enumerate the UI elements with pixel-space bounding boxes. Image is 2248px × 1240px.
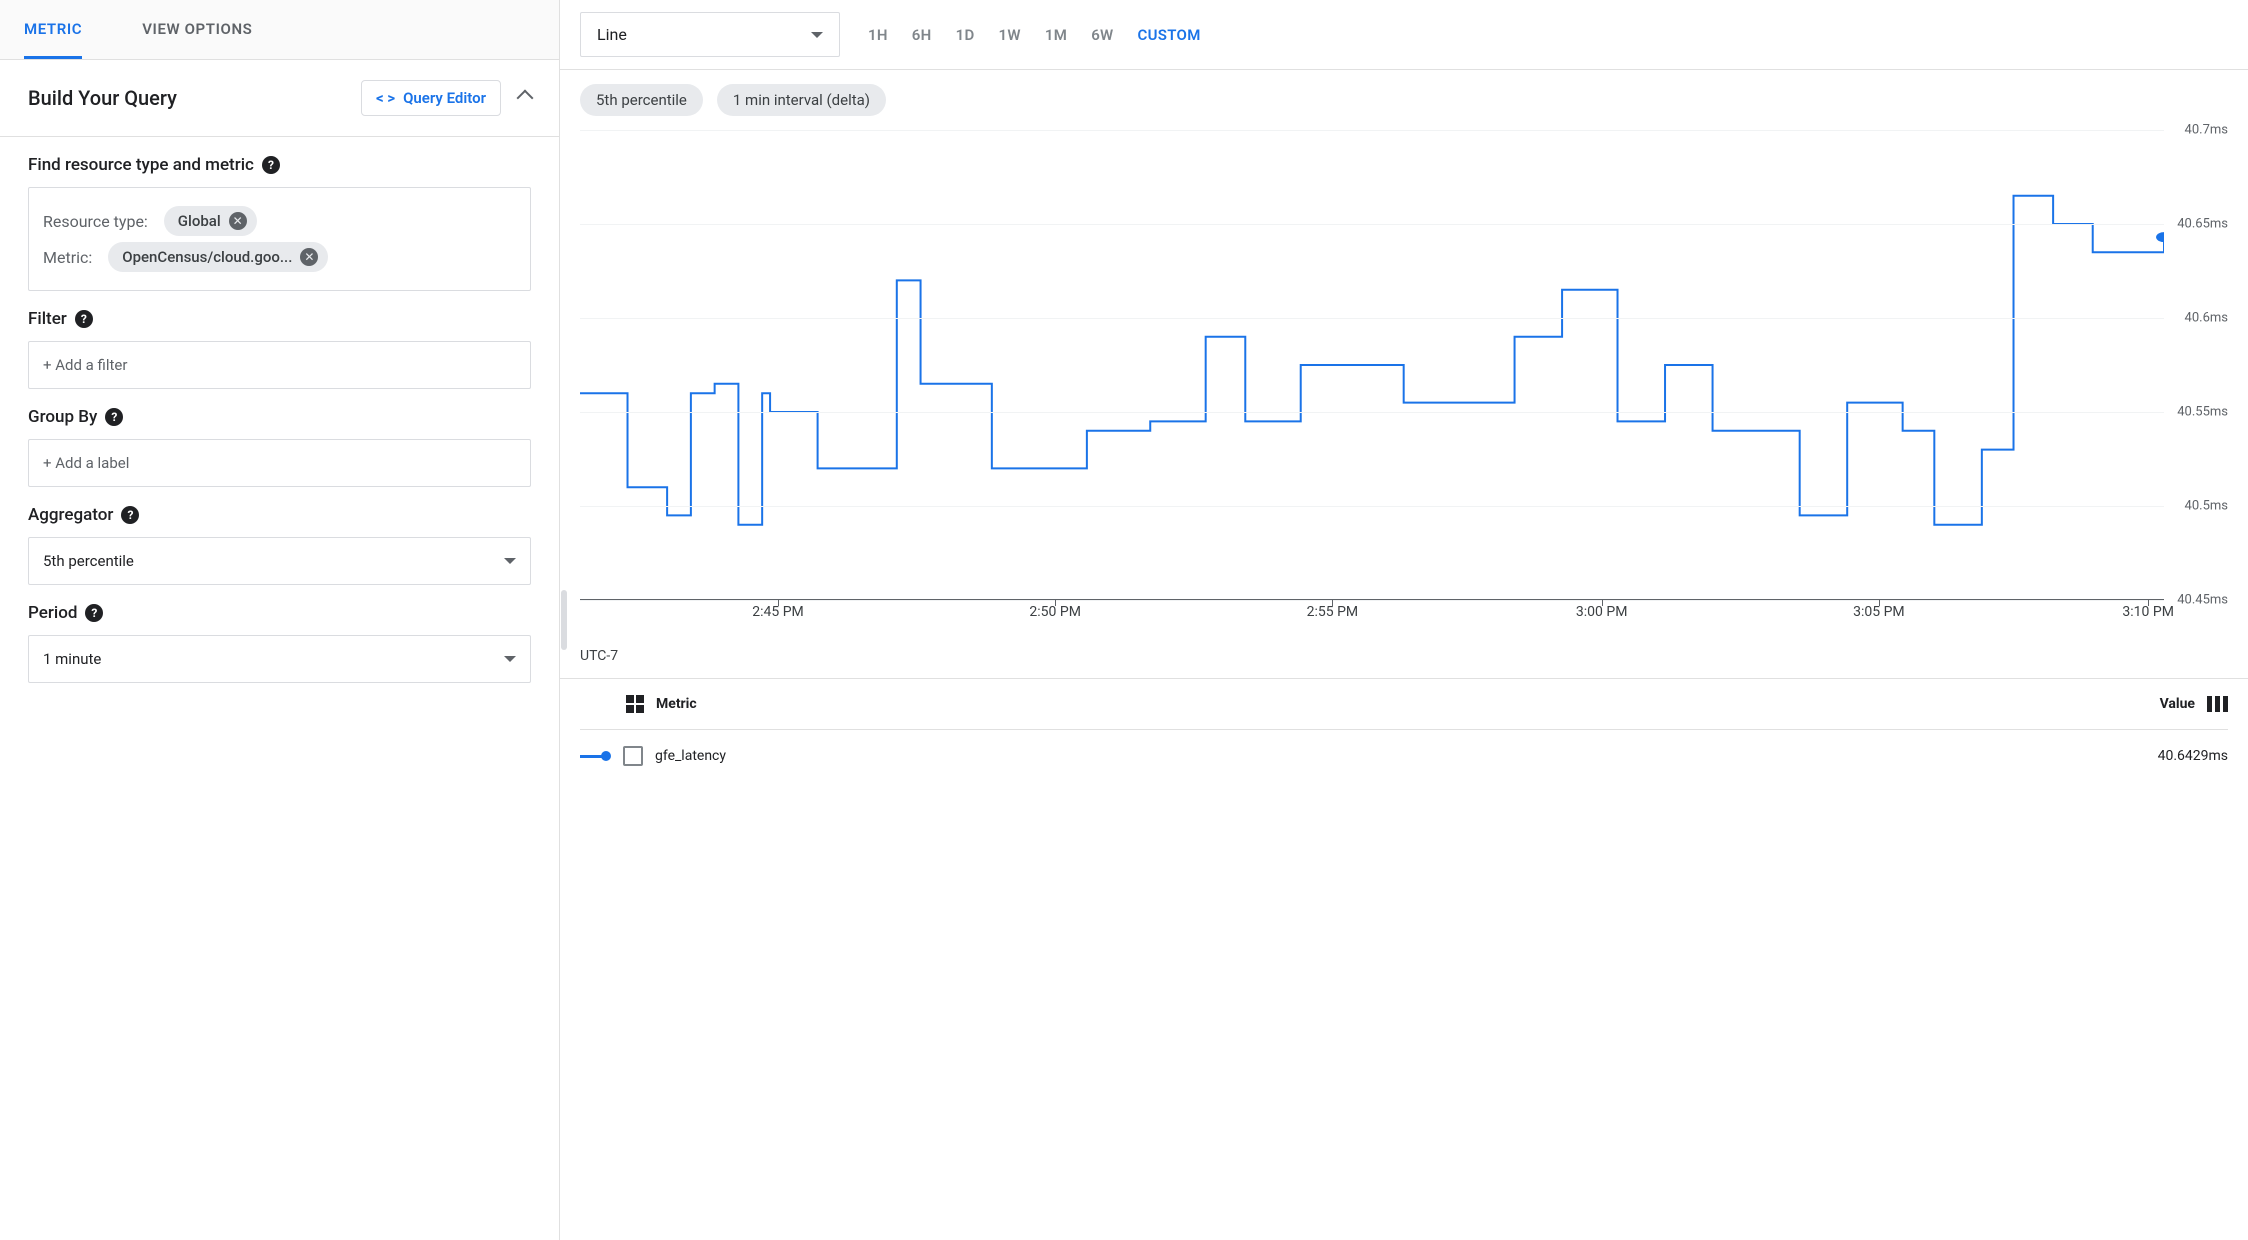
y-tick-label: 40.6ms (2185, 311, 2228, 326)
code-icon: < > (376, 89, 395, 107)
aggregator-value: 5th percentile (43, 552, 134, 570)
caret-down-icon (811, 32, 823, 38)
time-range-6w[interactable]: 6W (1091, 26, 1113, 44)
x-tick-label: 2:45 PM (752, 604, 804, 664)
x-tick-label: 3:05 PM (1853, 604, 1905, 664)
tz-label: UTC-7 (580, 648, 618, 664)
aggregator-label: Aggregator (28, 505, 113, 525)
time-range-1d[interactable]: 1D (956, 26, 975, 44)
period-label: Period (28, 603, 77, 623)
chart-stage[interactable]: 40.45ms40.5ms40.55ms40.6ms40.65ms40.7ms (580, 130, 2228, 600)
metric-label: Metric: (43, 248, 92, 267)
series-value: 40.6429ms (2098, 748, 2228, 764)
tab-metric[interactable]: METRIC (24, 0, 82, 59)
gridline (580, 318, 2164, 319)
resource-type-chip[interactable]: Global ✕ (164, 206, 257, 236)
filter-label: Filter (28, 309, 67, 329)
help-icon[interactable]: ? (75, 310, 93, 328)
caret-down-icon (504, 656, 516, 662)
find-metric-label: Find resource type and metric (28, 155, 254, 175)
legend-layout-icon[interactable] (626, 695, 644, 713)
help-icon[interactable]: ? (85, 604, 103, 622)
gridline (580, 412, 2164, 413)
find-metric-section: Find resource type and metric ? Resource… (0, 137, 559, 707)
query-editor-button[interactable]: < > Query Editor (361, 80, 501, 116)
gridline (580, 506, 2164, 507)
time-range-6h[interactable]: 6H (912, 26, 932, 44)
y-tick-label: 40.65ms (2177, 217, 2228, 232)
time-range-custom[interactable]: CUSTOM (1138, 26, 1201, 44)
series-name: gfe_latency (655, 748, 726, 764)
resource-type-value: Global (178, 212, 221, 230)
chart-type-value: Line (597, 25, 627, 44)
collapse-icon[interactable] (517, 90, 534, 107)
y-tick-label: 40.5ms (2185, 499, 2228, 514)
legend-header-metric: Metric (656, 696, 697, 712)
chart-toolbar: Line 1H 6H 1D 1W 1M 6W CUSTOM (560, 0, 2248, 70)
remove-metric-icon[interactable]: ✕ (300, 248, 318, 266)
filter-input[interactable]: + Add a filter (28, 341, 531, 389)
legend-header-value: Value (2160, 696, 2195, 712)
right-panel: Line 1H 6H 1D 1W 1M 6W CUSTOM 5th percentile 1 … (560, 0, 2248, 1240)
x-tick-label: 2:50 PM (1029, 604, 1081, 664)
x-tick-label: 3:00 PM (1576, 604, 1628, 664)
gridline (580, 130, 2164, 131)
time-ranges: 1H 6H 1D 1W 1M 6W CUSTOM (868, 26, 1201, 44)
query-editor-label: Query Editor (403, 89, 486, 107)
legend-row[interactable]: gfe_latency 40.6429ms (580, 730, 2228, 782)
chart-svg (580, 130, 2164, 600)
chart-type-select[interactable]: Line (580, 12, 840, 57)
chart-area: 40.45ms40.5ms40.55ms40.6ms40.65ms40.7ms … (560, 120, 2248, 642)
chart-pill: 1 min interval (delta) (717, 84, 886, 116)
build-title: Build Your Query (28, 86, 177, 110)
time-range-1w[interactable]: 1W (999, 26, 1021, 44)
chart-pills: 5th percentile 1 min interval (delta) (560, 70, 2248, 120)
period-select[interactable]: 1 minute (28, 635, 531, 683)
build-header: Build Your Query < > Query Editor (0, 60, 559, 137)
gridline (580, 224, 2164, 225)
resource-metric-box: Resource type: Global ✕ Metric: OpenCens… (28, 187, 531, 291)
y-tick-label: 40.55ms (2177, 405, 2228, 420)
metric-chip[interactable]: OpenCensus/cloud.goo... ✕ (108, 242, 328, 272)
x-tick-label: 3:10 PM (2122, 604, 2174, 664)
x-tick-label: 2:55 PM (1307, 604, 1359, 664)
groupby-label: Group By (28, 407, 97, 427)
tabs: METRIC VIEW OPTIONS (0, 0, 559, 60)
left-panel: METRIC VIEW OPTIONS Build Your Query < >… (0, 0, 560, 1240)
chart-pill: 5th percentile (580, 84, 703, 116)
aggregator-select[interactable]: 5th percentile (28, 537, 531, 585)
x-axis: UTC-72:45 PM2:50 PM2:55 PM3:00 PM3:05 PM… (580, 600, 2228, 634)
series-checkbox[interactable] (623, 746, 643, 766)
caret-down-icon (504, 558, 516, 564)
period-value: 1 minute (43, 650, 101, 668)
remove-resource-type-icon[interactable]: ✕ (229, 212, 247, 230)
legend-header: Metric Value (580, 679, 2228, 730)
tab-view-options[interactable]: VIEW OPTIONS (142, 0, 252, 59)
time-range-1h[interactable]: 1H (868, 26, 888, 44)
groupby-input[interactable]: + Add a label (28, 439, 531, 487)
resource-type-label: Resource type: (43, 212, 148, 231)
help-icon[interactable]: ? (105, 408, 123, 426)
legend: Metric Value gfe_latency 40.6429ms (560, 678, 2248, 782)
help-icon[interactable]: ? (121, 506, 139, 524)
y-tick-label: 40.7ms (2185, 123, 2228, 138)
series-marker-icon (580, 751, 611, 761)
legend-columns-icon[interactable] (2207, 696, 2228, 712)
time-range-1m[interactable]: 1M (1045, 26, 1067, 44)
metric-value: OpenCensus/cloud.goo... (122, 248, 292, 266)
help-icon[interactable]: ? (262, 156, 280, 174)
